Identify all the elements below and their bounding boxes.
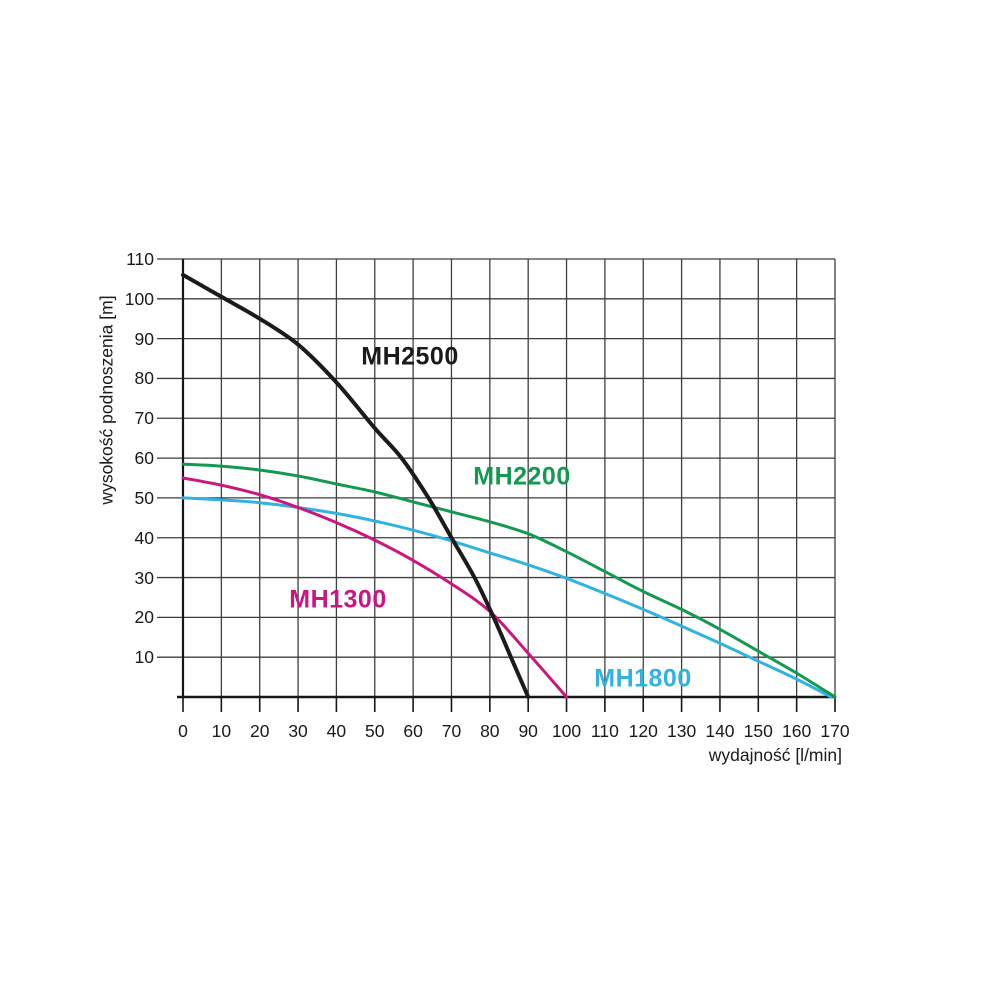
y-tick-label-60: 60 bbox=[134, 448, 154, 469]
x-tick-label-50: 50 bbox=[365, 721, 385, 741]
curve-mh2200 bbox=[181, 462, 837, 699]
y-tick-label-90: 90 bbox=[134, 328, 154, 349]
x-axis-label: wydajność [l/min] bbox=[708, 745, 842, 765]
x-tick-label-60: 60 bbox=[403, 721, 423, 741]
x-tick-label-70: 70 bbox=[441, 721, 462, 741]
y-axis-label: wysokość podnoszenia [m] bbox=[96, 295, 117, 505]
y-tick-label-80: 80 bbox=[134, 368, 154, 389]
y-tick-label-100: 100 bbox=[124, 288, 154, 309]
x-tick-label-150: 150 bbox=[743, 721, 773, 741]
x-tick-label-40: 40 bbox=[326, 721, 347, 741]
curve-mh2500 bbox=[181, 272, 531, 699]
x-tick-label-10: 10 bbox=[211, 721, 232, 741]
curve-label-mh1300: MH1300 bbox=[289, 585, 387, 614]
curve-label-mh2500: MH2500 bbox=[361, 342, 459, 371]
y-tick-label-30: 30 bbox=[134, 567, 154, 588]
y-tick-label-70: 70 bbox=[134, 408, 154, 429]
curve-mh1300 bbox=[181, 476, 568, 699]
x-tick-label-20: 20 bbox=[249, 721, 270, 741]
y-tick-label-40: 40 bbox=[134, 527, 154, 548]
curve-label-mh1800: MH1800 bbox=[594, 664, 692, 693]
x-tick-label-110: 110 bbox=[590, 721, 619, 741]
y-tick-label-110: 110 bbox=[126, 249, 154, 269]
curve-label-mh2200: MH2200 bbox=[473, 462, 571, 491]
x-tick-label-140: 140 bbox=[705, 721, 735, 741]
x-tick-label-130: 130 bbox=[666, 721, 697, 741]
x-tick-label-100: 100 bbox=[551, 721, 582, 741]
x-tick-label-90: 90 bbox=[518, 721, 538, 741]
x-tick-label-120: 120 bbox=[628, 721, 658, 741]
x-tick-label-0: 0 bbox=[178, 721, 188, 741]
y-tick-label-10: 10 bbox=[134, 647, 154, 668]
x-tick-label-80: 80 bbox=[480, 721, 500, 741]
x-tick-label-30: 30 bbox=[288, 721, 308, 741]
y-tick-label-20: 20 bbox=[134, 607, 154, 628]
y-tick-label-50: 50 bbox=[134, 487, 154, 508]
x-tick-label-170: 170 bbox=[820, 721, 850, 741]
x-tick-label-160: 160 bbox=[782, 721, 812, 741]
